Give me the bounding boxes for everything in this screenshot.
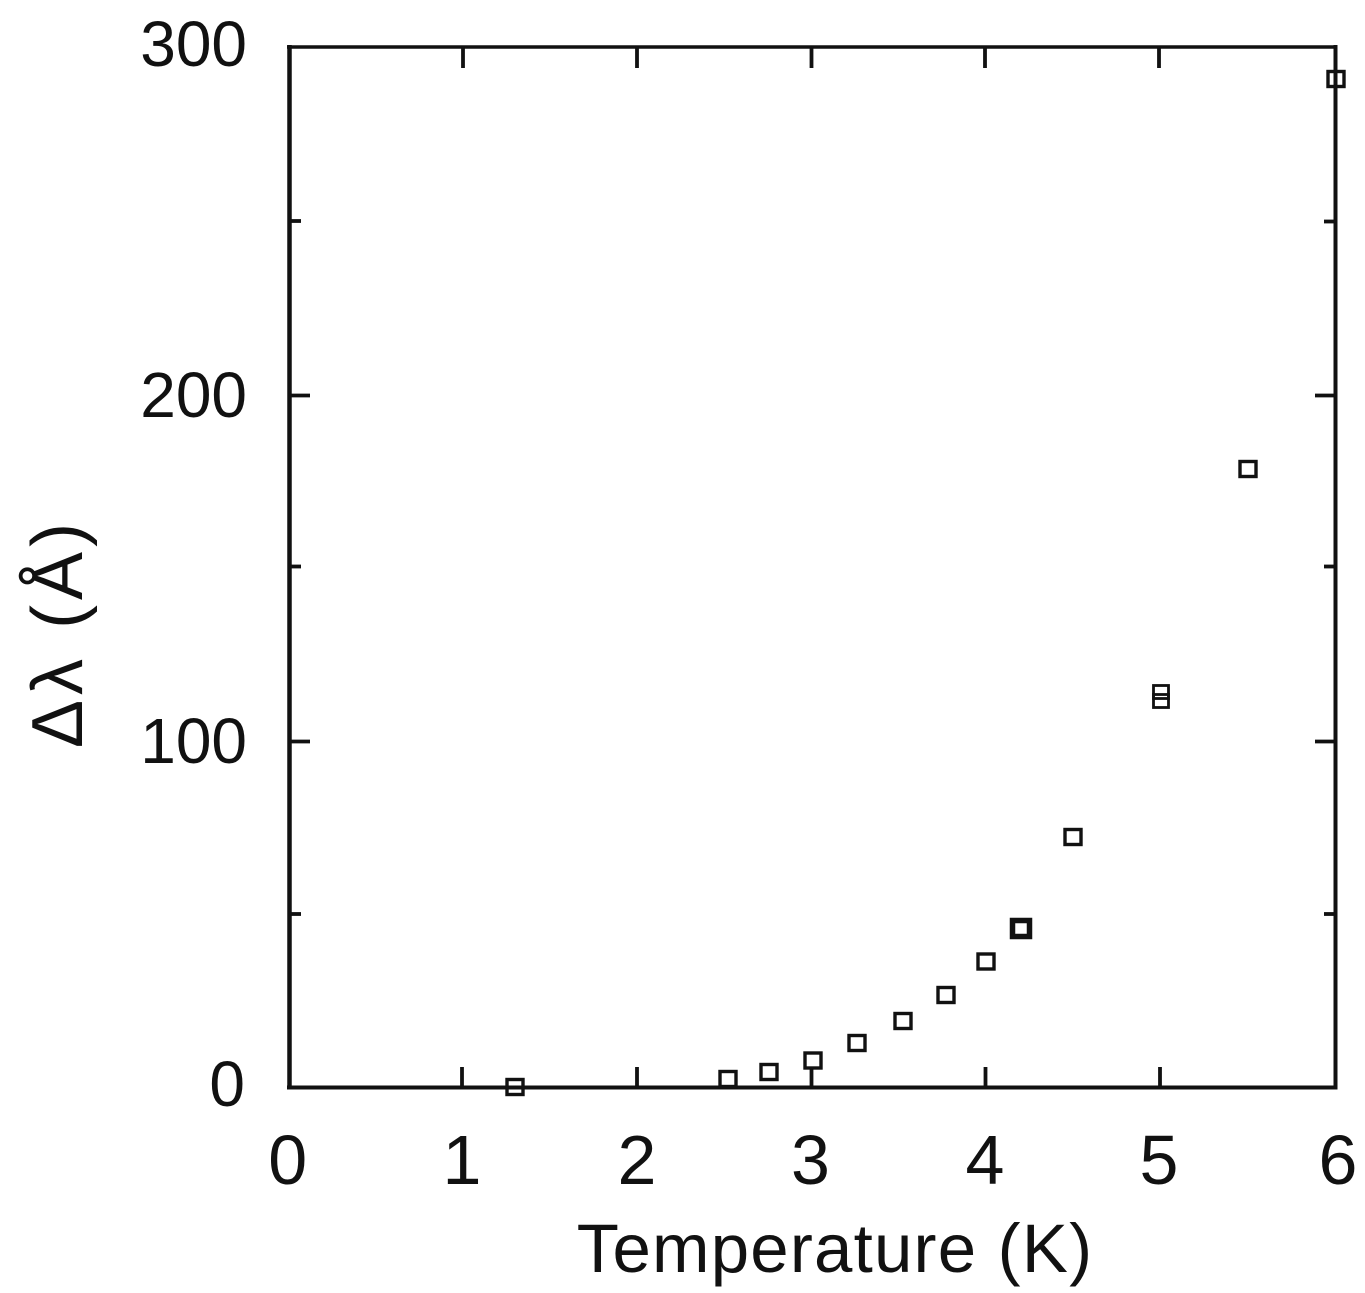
- svg-text:100: 100: [140, 705, 247, 777]
- svg-text:300: 300: [140, 8, 247, 80]
- svg-text:4: 4: [966, 1121, 1005, 1199]
- svg-text:0: 0: [268, 1121, 307, 1199]
- svg-text:Temperature (K): Temperature (K): [577, 1210, 1094, 1287]
- svg-text:1: 1: [443, 1121, 482, 1199]
- svg-text:0: 0: [209, 1048, 245, 1120]
- svg-text:2: 2: [618, 1121, 657, 1199]
- svg-text:Δλ (Å): Δλ (Å): [18, 518, 98, 748]
- svg-text:3: 3: [791, 1121, 830, 1199]
- svg-text:6: 6: [1319, 1121, 1358, 1199]
- svg-text:200: 200: [140, 359, 247, 431]
- svg-text:5: 5: [1140, 1121, 1179, 1199]
